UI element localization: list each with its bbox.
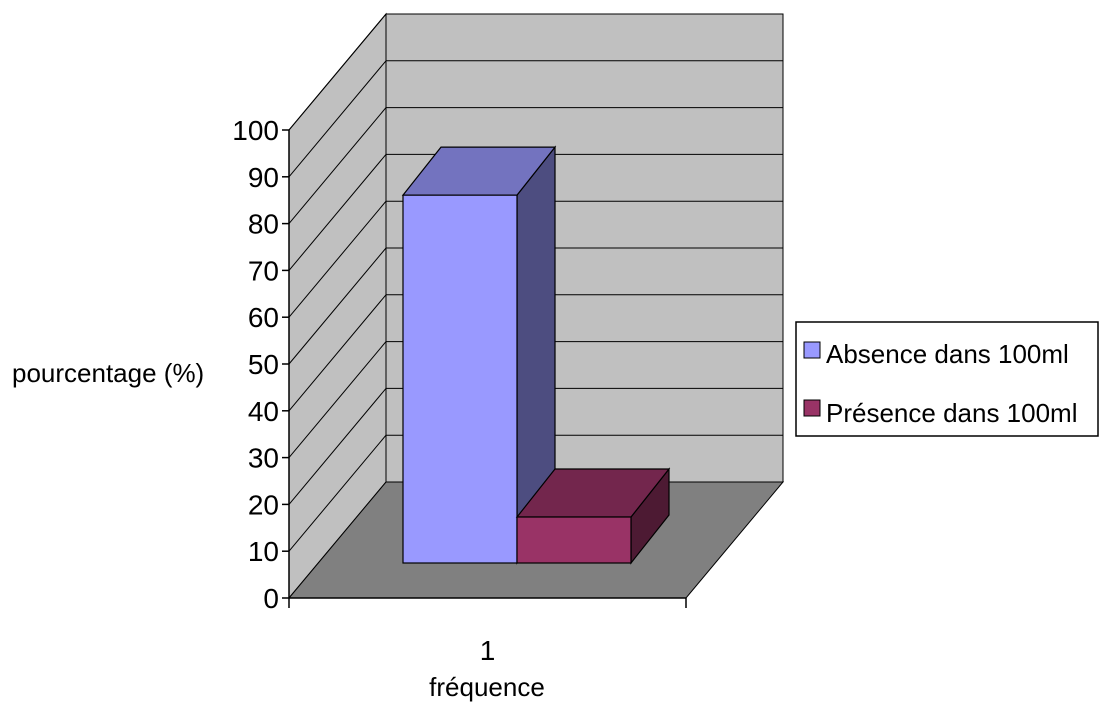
y-tick-label: 60 bbox=[248, 302, 279, 333]
legend-box bbox=[795, 321, 1099, 437]
x-axis-label: fréquence bbox=[429, 672, 545, 702]
bar-absence bbox=[401, 145, 557, 565]
y-tick-label: 10 bbox=[248, 536, 279, 567]
bar-front bbox=[516, 516, 632, 564]
y-tick-label: 50 bbox=[248, 349, 279, 380]
bar-front bbox=[402, 194, 518, 564]
legend-label-absence: Absence dans 100ml bbox=[826, 339, 1069, 369]
gridline-side bbox=[288, 434, 387, 552]
legend: Absence dans 100ml Présence dans 100ml bbox=[795, 321, 1099, 437]
legend-swatch-presence bbox=[803, 399, 821, 417]
y-tick-labels: 0 10 20 30 40 50 60 70 80 90 100 bbox=[232, 115, 279, 614]
y-tick-label: 40 bbox=[248, 396, 279, 427]
axes bbox=[282, 129, 687, 608]
y-tick-label: 90 bbox=[248, 162, 279, 193]
y-tick-label: 100 bbox=[232, 115, 279, 146]
y-tick-label: 70 bbox=[248, 255, 279, 286]
legend-label-presence: Présence dans 100ml bbox=[826, 398, 1077, 428]
y-tick-label: 80 bbox=[248, 209, 279, 240]
y-tick-label: 20 bbox=[248, 489, 279, 520]
gridline-side bbox=[288, 154, 387, 271]
gridline-side bbox=[288, 107, 387, 224]
gridline-side bbox=[288, 341, 387, 458]
gridline-side bbox=[288, 13, 387, 131]
x-tick-label: 1 bbox=[480, 635, 496, 666]
y-tick-label: 0 bbox=[263, 583, 279, 614]
gridline-side bbox=[288, 388, 387, 505]
y-axis-label: pourcentage (%) bbox=[12, 358, 204, 388]
y-tick-label: 30 bbox=[248, 443, 279, 474]
gridline-side bbox=[288, 200, 387, 318]
legend-swatch-absence bbox=[803, 341, 821, 359]
gridline-side bbox=[288, 294, 387, 412]
bar-presence bbox=[515, 467, 671, 565]
gridline-side bbox=[288, 247, 387, 365]
gridline-side bbox=[288, 60, 387, 178]
bars bbox=[401, 145, 671, 565]
x-tick-labels: 1 bbox=[480, 635, 496, 666]
